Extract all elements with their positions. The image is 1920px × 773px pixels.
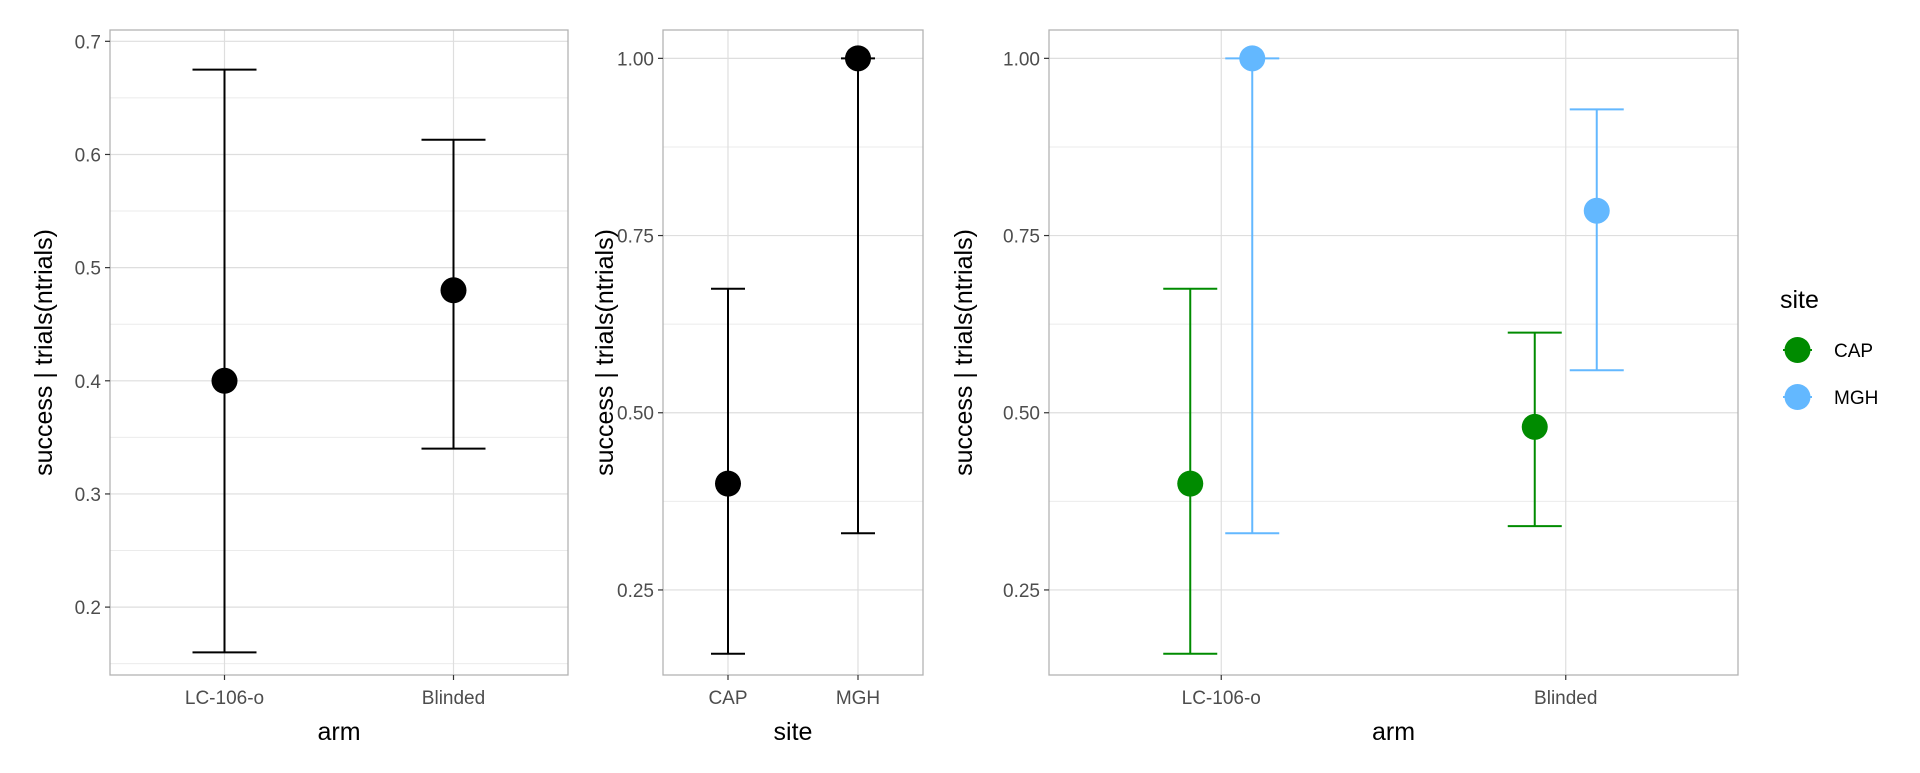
y-tick-label: 0.75 xyxy=(617,227,654,248)
y-tick-label: 0.75 xyxy=(1003,227,1040,248)
panel-border xyxy=(662,29,924,676)
y-tick-label: 0.4 xyxy=(75,372,102,393)
y-axis-title: success | trials(ntrials) xyxy=(591,229,619,476)
series-main xyxy=(192,68,486,654)
point-estimate xyxy=(1177,470,1204,497)
point-estimate xyxy=(715,470,741,497)
y-tick-label: 0.25 xyxy=(617,581,654,602)
legend-label-cap: CAP xyxy=(1834,341,1873,362)
y-tick-label: 0.50 xyxy=(617,404,654,425)
x-tick-label: MGH xyxy=(836,688,880,709)
y-tick-label: 0.6 xyxy=(75,145,101,166)
chart-panel-2: 0.25 0.50 0.75 1.00 CAP MGH site success | tria… xyxy=(591,29,924,746)
x-tick-label: Blinded xyxy=(1534,688,1597,709)
x-tick-label: Blinded xyxy=(422,688,485,709)
series-main xyxy=(711,45,875,655)
y-axis-title: success | trials(ntrials) xyxy=(30,229,58,476)
legend-label-mgh: MGH xyxy=(1834,388,1878,409)
x-axis-title: arm xyxy=(317,718,360,746)
legend-title: site xyxy=(1780,286,1819,314)
legend-key-point xyxy=(1784,337,1811,363)
panel-background xyxy=(663,30,923,675)
y-tick-label: 1.00 xyxy=(617,49,654,70)
point-estimate xyxy=(211,367,238,394)
x-axis-title: arm xyxy=(1372,718,1415,746)
panel-background xyxy=(1049,30,1738,675)
y-tick-label: 0.2 xyxy=(75,598,101,619)
point-estimate xyxy=(1239,45,1266,72)
chart-panel-1: 0.2 0.3 0.4 0.5 0.6 0.7 LC-106-o Blinded arm succ… xyxy=(30,29,569,746)
y-tick-label: 0.50 xyxy=(1003,404,1040,425)
x-tick-label: LC-106-o xyxy=(185,688,264,709)
point-estimate xyxy=(1521,413,1548,440)
legend: site CAP MGH xyxy=(1780,286,1878,410)
y-tick-label: 0.7 xyxy=(75,32,101,53)
legend-key-point xyxy=(1784,384,1811,410)
y-tick-label: 0.25 xyxy=(1003,581,1040,602)
panel-background xyxy=(110,30,568,675)
x-tick-label: LC-106-o xyxy=(1182,688,1261,709)
y-tick-label: 0.5 xyxy=(75,259,101,280)
point-estimate xyxy=(845,45,871,72)
series-mgh xyxy=(1225,45,1624,535)
chart-panel-3: 0.25 0.50 0.75 1.00 LC-106-o Blinded arm succes… xyxy=(950,29,1878,746)
panel-border xyxy=(1048,29,1739,676)
y-tick-label: 1.00 xyxy=(1003,49,1040,70)
x-tick-label: CAP xyxy=(708,688,747,709)
point-estimate xyxy=(440,277,467,304)
point-estimate xyxy=(1583,197,1610,224)
y-tick-label: 0.3 xyxy=(75,485,101,506)
y-axis-title: success | trials(ntrials) xyxy=(950,229,978,476)
series-cap xyxy=(1163,287,1562,655)
x-axis-title: site xyxy=(774,718,813,746)
panel-border xyxy=(109,29,569,676)
